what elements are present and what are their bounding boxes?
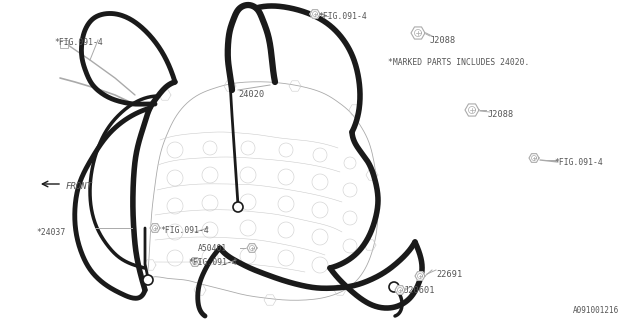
Polygon shape: [395, 286, 405, 294]
Polygon shape: [529, 154, 539, 162]
Text: J2088: J2088: [430, 36, 456, 45]
FancyBboxPatch shape: [60, 40, 68, 48]
Polygon shape: [411, 27, 425, 39]
Text: *FIG.091-4: *FIG.091-4: [54, 38, 103, 47]
Text: *FIG.091-4: *FIG.091-4: [318, 12, 367, 21]
Polygon shape: [150, 224, 160, 232]
Circle shape: [389, 282, 399, 292]
Polygon shape: [247, 244, 257, 252]
Polygon shape: [415, 272, 425, 280]
Text: *FIG.091-4: *FIG.091-4: [554, 158, 603, 167]
Polygon shape: [310, 10, 320, 18]
Text: *MARKED PARTS INCLUDES 24020.: *MARKED PARTS INCLUDES 24020.: [388, 58, 529, 67]
Circle shape: [143, 275, 153, 285]
Text: *FIG.091-4: *FIG.091-4: [188, 258, 237, 267]
Polygon shape: [465, 104, 479, 116]
Text: 22691: 22691: [436, 270, 462, 279]
Text: J2088: J2088: [488, 110, 515, 119]
Text: 24020: 24020: [238, 90, 264, 99]
Text: *24037: *24037: [36, 228, 65, 237]
Text: A50401: A50401: [198, 244, 227, 253]
Polygon shape: [190, 258, 200, 266]
Text: *FIG.091-4: *FIG.091-4: [160, 226, 209, 235]
Circle shape: [233, 202, 243, 212]
Text: FRONT: FRONT: [66, 182, 93, 191]
Text: A091001216: A091001216: [573, 306, 620, 315]
Text: J20601: J20601: [404, 286, 435, 295]
